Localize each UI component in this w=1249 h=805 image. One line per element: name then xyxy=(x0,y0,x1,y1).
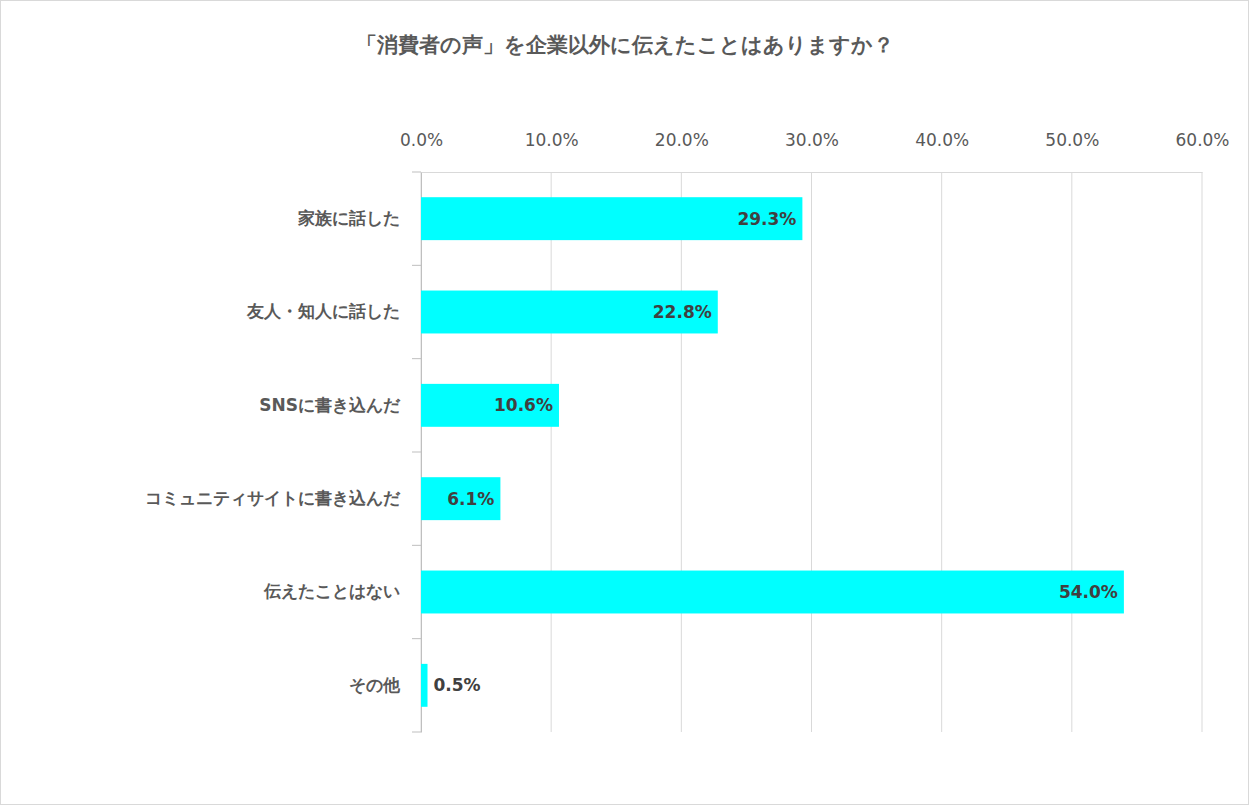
y-tick: 家族に話した xyxy=(297,208,421,228)
data-labels: 29.3% 22.8% 10.6% 6.1% 54.0% 0.5% xyxy=(434,209,1118,696)
bar xyxy=(421,384,559,427)
x-tick-label: 0.0% xyxy=(400,130,443,150)
grid-line xyxy=(681,172,682,732)
category-separator xyxy=(412,265,421,266)
x-tick-label: 40.0% xyxy=(915,130,969,150)
x-tick-label: 30.0% xyxy=(785,130,839,150)
category-label: 家族に話した xyxy=(297,208,400,228)
category-separator xyxy=(412,732,421,733)
x-tick-label: 20.0% xyxy=(655,130,709,150)
y-axis-line xyxy=(421,173,422,733)
x-tick-label: 50.0% xyxy=(1045,130,1099,150)
bar xyxy=(421,571,1124,614)
category-label: SNSに書き込んだ xyxy=(259,395,401,415)
data-label: 29.3% xyxy=(737,209,796,229)
category-separators xyxy=(412,172,421,732)
category-separator xyxy=(412,545,421,546)
bar xyxy=(421,477,500,520)
data-label: 22.8% xyxy=(653,302,712,322)
grid-line xyxy=(811,172,812,732)
x-tick: 20.0% xyxy=(655,130,709,172)
grid xyxy=(421,172,1202,732)
data-label: 10.6% xyxy=(494,395,553,415)
x-tick: 60.0% xyxy=(1175,130,1229,172)
category-label: 友人・知人に話した xyxy=(246,301,400,321)
chart: 「消費者の声」を企業以外に伝えたことはありますか？ 0.0% 10.0% 20.0% 3… xyxy=(0,0,1249,805)
bar xyxy=(421,291,718,334)
x-tick-label: 10.0% xyxy=(525,130,579,150)
bar xyxy=(421,197,802,240)
x-axis: 0.0% 10.0% 20.0% 30.0% 40.0% 50.0% 60.0% xyxy=(400,130,1230,173)
x-tick-label: 60.0% xyxy=(1175,130,1229,150)
data-label: 6.1% xyxy=(447,489,494,509)
category-label: その他 xyxy=(349,675,401,695)
y-tick: 友人・知人に話した xyxy=(246,301,421,321)
x-tick: 10.0% xyxy=(525,130,579,172)
grid-line xyxy=(1202,172,1203,732)
y-tick: コミュニティサイトに書き込んだ xyxy=(145,488,421,508)
bars xyxy=(421,197,1124,707)
x-tick: 40.0% xyxy=(915,130,969,172)
data-label: 0.5% xyxy=(434,675,481,695)
grid-line xyxy=(551,172,552,732)
grid-line xyxy=(941,172,942,732)
y-tick: 伝えたことはない xyxy=(263,581,421,601)
bar xyxy=(421,664,428,707)
category-separator xyxy=(412,172,421,173)
title: 「消費者の声」を企業以外に伝えたことはありますか？ xyxy=(356,33,894,57)
y-tick: その他 xyxy=(349,675,421,695)
x-tick: 0.0% xyxy=(400,130,443,172)
category-separator xyxy=(412,358,421,359)
category-label: コミュニティサイトに書き込んだ xyxy=(145,488,401,508)
category-separator xyxy=(412,452,421,453)
y-tick: SNSに書き込んだ xyxy=(259,395,421,415)
y-axis: 家族に話した友人・知人に話した SNSに書き込んだコミュニティサイトに書き込んだ伝… xyxy=(145,173,422,733)
data-label: 54.0% xyxy=(1059,582,1118,602)
category-separator xyxy=(412,638,421,639)
x-tick: 50.0% xyxy=(1045,130,1099,172)
x-tick: 30.0% xyxy=(785,130,839,172)
category-label: 伝えたことはない xyxy=(263,581,400,601)
x-axis-line xyxy=(422,172,1203,173)
grid-line xyxy=(1071,172,1072,732)
chart-frame xyxy=(1,1,1249,805)
